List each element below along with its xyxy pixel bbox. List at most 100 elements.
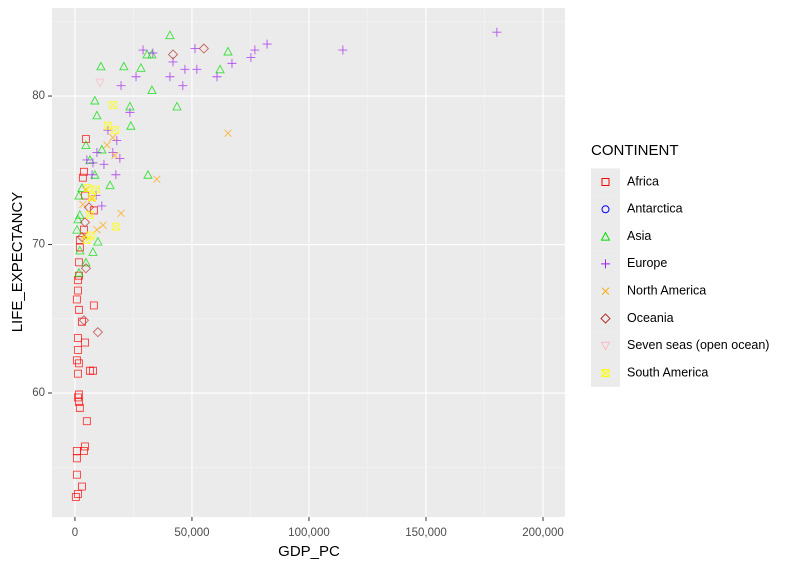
point [74,190,84,200]
point [126,120,136,130]
legend-label: South America [627,365,708,379]
x-tick-label: 0 [72,527,78,539]
point [223,46,233,56]
point [138,45,148,55]
point [87,170,97,180]
point [338,45,348,55]
point [81,257,91,267]
point [92,147,102,157]
point [250,45,260,55]
point [111,126,119,135]
point [72,470,81,479]
legend-symbol [601,287,610,296]
legend-label: Africa [627,174,659,188]
legend-label: North America [627,283,706,297]
legend-symbol [601,369,610,378]
point [215,64,225,74]
legend-symbol [600,231,611,241]
point [103,125,113,135]
point [81,140,91,149]
point [227,58,237,68]
point [111,151,119,160]
point [82,155,92,165]
point [89,301,98,310]
x-tick-label: 200,000 [522,527,564,539]
point [99,159,109,169]
point [74,286,82,295]
point [72,295,81,304]
point [115,153,125,163]
point [74,397,83,406]
point [74,369,82,378]
point [190,44,200,54]
legend-label: Europe [627,256,667,270]
legend-key [591,223,620,251]
point [180,64,190,74]
point [93,236,103,246]
point [89,366,97,375]
point [74,490,82,498]
legend-label: Antarctica [627,202,683,216]
point [143,169,153,179]
point [192,64,202,74]
point [92,110,102,120]
legend-label: Oceania [627,311,674,325]
point [80,263,92,274]
point [148,48,158,58]
point [78,173,87,182]
point [82,236,91,245]
point [76,231,88,243]
point [147,49,157,59]
x-tick-label: 50,000 [174,527,209,539]
legend-symbol [601,178,610,186]
x-axis-title: GDP_PC [278,543,340,560]
point [178,81,188,91]
point [74,305,83,314]
point [111,222,120,231]
point [117,209,125,218]
point [111,170,121,180]
point [108,101,117,109]
point [172,101,182,111]
point [72,224,82,234]
legend-symbol [601,259,610,269]
point [153,175,161,184]
point [108,147,118,157]
point [75,245,85,255]
point [88,158,98,168]
point [88,193,96,201]
point [90,95,100,105]
point [81,135,90,144]
point [224,129,232,137]
y-axis-title: LIFE_EXPECTANCY [9,192,26,333]
point [71,493,80,501]
point [142,49,152,59]
point [492,27,502,37]
point [262,39,272,49]
point [105,180,115,190]
point [75,403,84,412]
point [88,247,98,256]
point [83,202,95,213]
legend-symbol [601,205,610,214]
point [97,144,107,154]
grid [52,8,565,517]
point [75,243,84,252]
point [72,454,81,463]
legend-key [591,195,620,223]
point [136,62,146,72]
point [78,315,90,326]
point [131,72,141,82]
legend-title: CONTINENT [591,142,679,159]
legend-label: Asia [627,229,651,243]
point [72,356,81,365]
point [109,133,117,142]
point [92,185,100,194]
point [81,338,89,347]
legend: Africa Antarctica Asia Europe North America O… [591,168,769,387]
y-tick-label: 80 [32,90,45,102]
point [119,61,129,71]
point [79,217,91,228]
legend-label: Seven seas (open ocean) [627,338,769,352]
